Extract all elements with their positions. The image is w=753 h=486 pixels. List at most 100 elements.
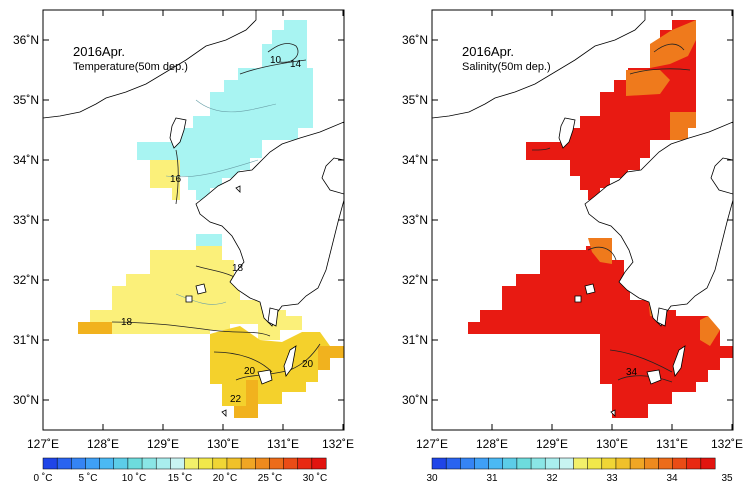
temperature-colorbar — [42, 457, 327, 470]
salinity-colorbar — [431, 457, 716, 470]
salinity-lat-labels: 36˚N 35˚N 34˚N 33˚N 32˚N 31˚N 30˚N — [402, 33, 428, 407]
colorbar-swatch — [530, 457, 546, 470]
temperature-subtitle: Temperature(50m dep.) — [73, 61, 188, 73]
salinity-colorbar-labels: 30 31 32 33 34 35 — [426, 473, 733, 484]
lon-tick-label: 131˚E — [656, 437, 688, 451]
salinity-contours — [531, 43, 691, 383]
lat-tick-label: 30˚N — [13, 393, 39, 407]
temperature-field — [43, 10, 344, 418]
colorbar-swatch — [658, 457, 674, 470]
contour-label: 18 — [121, 317, 133, 328]
colorbar-swatch — [255, 457, 270, 470]
colorbar-swatch — [240, 457, 256, 470]
colorbar-label: 15 ˚C — [168, 472, 192, 484]
colorbar-swatch — [99, 457, 115, 470]
temperature-lat-labels: 36˚N 35˚N 34˚N 33˚N 32˚N 31˚N 30˚N — [13, 33, 39, 407]
colorbar-swatch — [297, 457, 313, 470]
colorbar-label: 20 ˚C — [213, 472, 237, 484]
colorbar-label: 10 ˚C — [122, 472, 146, 484]
warm-patch-west — [150, 160, 180, 200]
lat-tick-label: 35˚N — [402, 93, 428, 107]
lon-tick-label: 130˚E — [596, 437, 628, 451]
lat-tick-label: 31˚N — [13, 333, 39, 347]
colorbar-swatch — [198, 457, 214, 470]
colorbar-swatch — [686, 457, 702, 470]
lat-tick-label: 30˚N — [402, 393, 428, 407]
colorbar-swatch — [56, 457, 72, 470]
colorbar-swatch — [700, 457, 716, 470]
colorbar-label: 34 — [666, 473, 678, 484]
lat-tick-label: 33˚N — [13, 213, 39, 227]
colorbar-label: 33 — [606, 473, 618, 484]
colorbar-swatch — [269, 457, 284, 470]
lon-tick-label: 128˚E — [87, 437, 119, 451]
lat-tick-label: 34˚N — [13, 153, 39, 167]
lat-tick-label: 32˚N — [13, 273, 39, 287]
colorbar-swatch — [141, 457, 157, 470]
salinity-coastlines — [432, 10, 733, 417]
colorbar-swatch — [488, 457, 504, 470]
temperature-contour-labels: 10 14 16 18 18 20 20 22 — [121, 55, 314, 405]
colorbar-swatch — [445, 457, 461, 470]
colorbar-swatch — [71, 457, 86, 470]
contour-label: 20 — [302, 359, 314, 370]
colorbar-swatch — [587, 457, 603, 470]
temperature-axis-ticks — [42, 10, 344, 430]
colorbar-swatch — [170, 457, 185, 470]
colorbar-label: 25 ˚C — [258, 472, 282, 484]
lat-tick-label: 36˚N — [13, 33, 39, 47]
contour-label: 18 — [232, 263, 244, 274]
colorbar-swatch — [226, 457, 242, 470]
salinity-axis-ticks — [431, 10, 733, 430]
moderate-salinity-patch-north — [626, 20, 696, 140]
lon-tick-label: 127˚E — [27, 437, 59, 451]
colorbar-swatch — [544, 457, 560, 470]
colorbar-swatch — [42, 457, 58, 470]
colorbar-swatch — [85, 457, 101, 470]
lat-tick-label: 33˚N — [402, 213, 428, 227]
lat-tick-label: 36˚N — [402, 33, 428, 47]
coastlines — [43, 10, 344, 417]
lon-tick-label: 132˚E — [322, 437, 354, 451]
temperature-title: 2016Apr. — [73, 44, 125, 59]
lon-tick-label: 127˚E — [416, 437, 448, 451]
colorbar-label: 30 ˚C — [303, 472, 327, 484]
colorbar-swatch — [283, 457, 299, 470]
contour-label: 22 — [230, 394, 242, 405]
high-salinity-region-south — [468, 246, 733, 418]
colorbar-label: 0 ˚C — [34, 472, 53, 484]
colorbar-swatch — [431, 457, 447, 470]
light-contours — [165, 99, 277, 305]
colorbar-swatch — [629, 457, 645, 470]
colorbar-swatch — [474, 457, 490, 470]
colorbar-swatch — [460, 457, 475, 470]
colorbar-swatch — [559, 457, 574, 470]
lon-tick-label: 129˚E — [536, 437, 568, 451]
moderate-salinity-patch-strait — [588, 238, 720, 346]
colorbar-swatch — [516, 457, 532, 470]
warm-water-region — [78, 246, 302, 340]
colorbar-swatch — [615, 457, 631, 470]
lon-tick-label: 131˚E — [267, 437, 299, 451]
contour-label: 16 — [170, 174, 182, 185]
salinity-title: 2016Apr. — [462, 44, 514, 59]
colorbar-label: 32 — [546, 473, 558, 484]
lat-tick-label: 34˚N — [402, 153, 428, 167]
lon-tick-label: 132˚E — [711, 437, 743, 451]
colorbar-label: 30 — [426, 473, 438, 484]
lat-tick-label: 35˚N — [13, 93, 39, 107]
colorbar-swatch — [184, 457, 200, 470]
contour-label: 20 — [244, 366, 256, 377]
cold-water-region — [137, 20, 313, 200]
lon-tick-label: 130˚E — [207, 437, 239, 451]
colorbar-swatch — [672, 457, 688, 470]
warmer-water-region — [210, 326, 344, 418]
colorbar-swatch — [155, 457, 171, 470]
contour-label: 34 — [626, 367, 638, 378]
warmest-water-region — [78, 322, 344, 418]
colorbar-swatch — [127, 457, 143, 470]
colorbar-swatch — [601, 457, 617, 470]
salinity-panel: 127˚E 128˚E 129˚E 130˚E 131˚E 132˚E 36˚N… — [402, 9, 743, 484]
lon-tick-label: 129˚E — [147, 437, 179, 451]
